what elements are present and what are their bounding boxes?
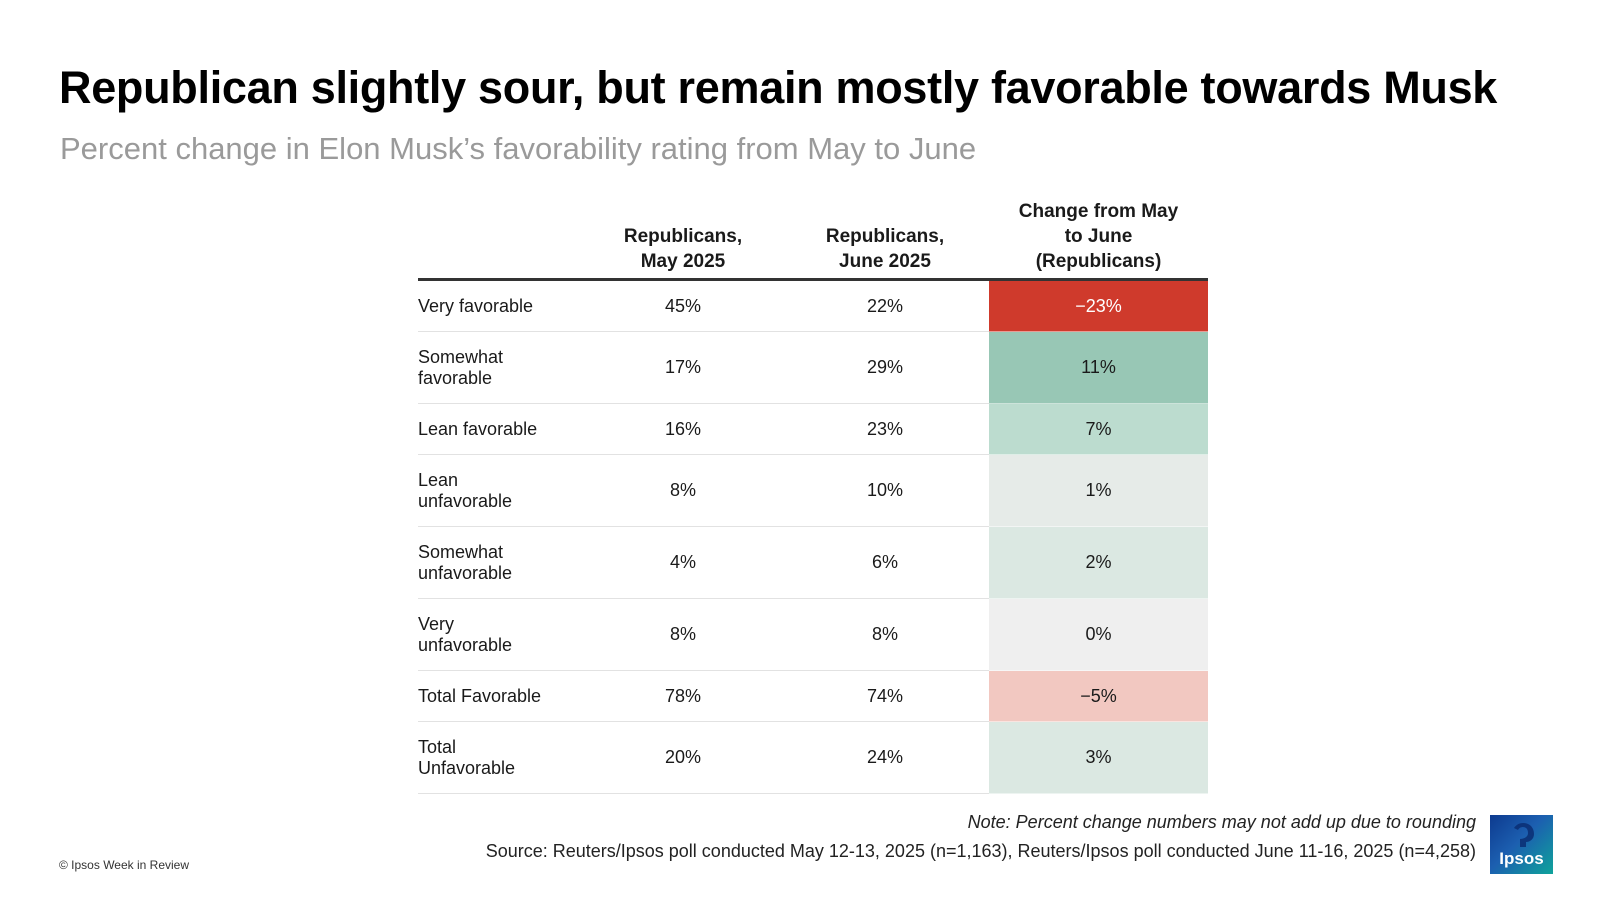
table-body: Very favorable 45% 22% −23% Somewhat favorabl… — [418, 279, 1208, 794]
column-header-change: Change from May to June (Republicans) — [989, 186, 1208, 281]
row-label: Somewhat favorable — [418, 331, 585, 404]
value-change: 7% — [989, 403, 1208, 455]
column-header-june: Republicans, June 2025 — [781, 186, 989, 281]
column-header-text: Republicans, June 2025 — [825, 226, 945, 272]
row-label: Lean favorable — [418, 403, 585, 455]
row-label: Very unfavorable — [418, 598, 585, 671]
column-header-label — [418, 186, 585, 281]
ipsos-logo-icon — [1514, 823, 1534, 847]
row-label: Lean unfavorable — [418, 454, 585, 527]
table-row: Total Favorable 78% 74% −5% — [418, 670, 1208, 722]
value-change: −23% — [989, 279, 1208, 332]
value-june: 10% — [781, 454, 989, 527]
row-label: Very favorable — [418, 279, 585, 332]
value-may: 20% — [585, 721, 781, 794]
table-row: Lean unfavorable 8% 10% 1% — [418, 454, 1208, 527]
value-june: 23% — [781, 403, 989, 455]
value-change: 3% — [989, 721, 1208, 794]
table-row: Somewhat unfavorable 4% 6% 2% — [418, 526, 1208, 599]
value-may: 17% — [585, 331, 781, 404]
ipsos-logo: Ipsos — [1490, 815, 1553, 874]
chart-subtitle: Percent change in Elon Musk’s favorabili… — [60, 131, 977, 166]
table-row: Very favorable 45% 22% −23% — [418, 279, 1208, 332]
favorability-table: Republicans, May 2025 Republicans, June 20… — [418, 186, 1208, 794]
table-header-row: Republicans, May 2025 Republicans, June 20… — [418, 186, 1208, 281]
logo-text: Ipsos — [1499, 849, 1544, 868]
value-change: 1% — [989, 454, 1208, 527]
source-note: Source: Reuters/Ipsos poll conducted May… — [485, 841, 1476, 861]
copyright-text: © Ipsos Week in Review — [59, 858, 190, 872]
value-june: 6% — [781, 526, 989, 599]
chart-title: Republican slightly sour, but remain mos… — [59, 62, 1498, 113]
value-change: 0% — [989, 598, 1208, 671]
table-row: Total Unfavorable 20% 24% 3% — [418, 721, 1208, 794]
value-june: 22% — [781, 279, 989, 332]
value-change: −5% — [989, 670, 1208, 722]
value-change: 2% — [989, 526, 1208, 599]
value-may: 45% — [585, 279, 781, 332]
footnote: Note: Percent change numbers may not add… — [967, 812, 1476, 832]
value-may: 8% — [585, 598, 781, 671]
column-header-text: Change from May to June (Republicans) — [1018, 201, 1179, 272]
table-row: Lean favorable 16% 23% 7% — [418, 403, 1208, 455]
column-header-may: Republicans, May 2025 — [585, 186, 781, 281]
column-header-text: Republicans, May 2025 — [623, 226, 743, 272]
row-label: Somewhat unfavorable — [418, 526, 585, 599]
table-row: Somewhat favorable 17% 29% 11% — [418, 331, 1208, 404]
value-may: 78% — [585, 670, 781, 722]
table-row: Very unfavorable 8% 8% 0% — [418, 598, 1208, 671]
row-label: Total Unfavorable — [418, 721, 585, 794]
value-may: 4% — [585, 526, 781, 599]
value-june: 74% — [781, 670, 989, 722]
value-june: 24% — [781, 721, 989, 794]
value-june: 8% — [781, 598, 989, 671]
value-june: 29% — [781, 331, 989, 404]
value-may: 8% — [585, 454, 781, 527]
value-change: 11% — [989, 331, 1208, 404]
row-label: Total Favorable — [418, 670, 585, 722]
value-may: 16% — [585, 403, 781, 455]
